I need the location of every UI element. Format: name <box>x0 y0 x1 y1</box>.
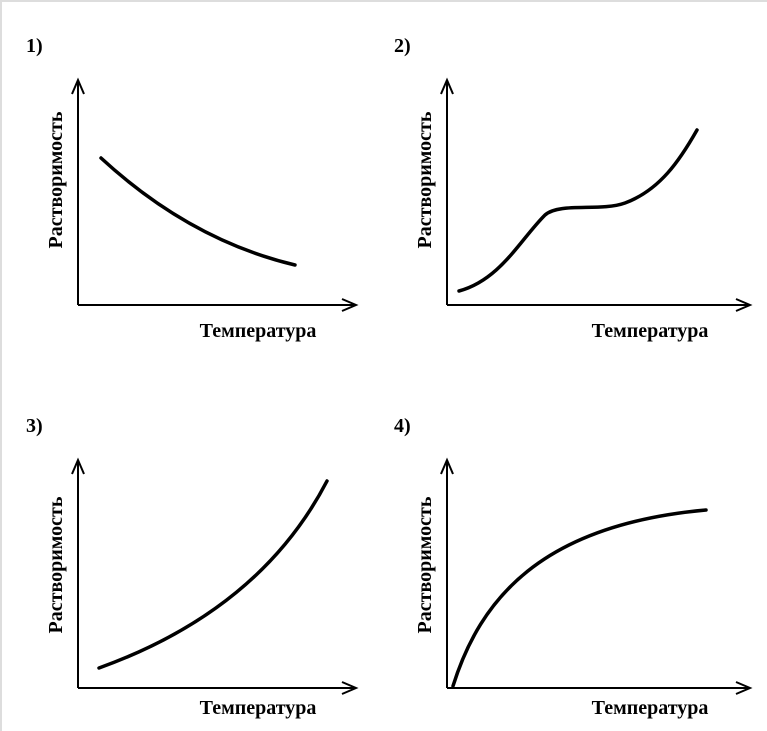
axes <box>440 457 753 695</box>
axes <box>440 77 753 312</box>
panel: 2) Растворимость Температура <box>394 35 753 342</box>
x-axis-label: Температура <box>200 697 317 719</box>
panel: 3) Растворимость Температура <box>26 415 359 719</box>
curve <box>457 128 699 293</box>
panel-label: 4) <box>394 415 411 437</box>
curve <box>99 156 297 267</box>
panel-label: 3) <box>26 415 43 437</box>
x-axis-label: Температура <box>592 697 709 719</box>
curve <box>451 508 708 688</box>
axes <box>71 457 359 695</box>
panel-label: 2) <box>394 35 411 57</box>
y-axis-label: Растворимость <box>414 111 436 248</box>
panel-label: 1) <box>26 35 43 57</box>
x-axis-label: Температура <box>200 320 317 342</box>
x-axis-label: Температура <box>592 320 709 342</box>
y-axis-label: Растворимость <box>45 496 67 633</box>
curve <box>97 479 329 670</box>
axes <box>71 77 359 312</box>
y-axis-label: Растворимость <box>45 111 67 248</box>
y-axis-label: Растворимость <box>414 496 436 633</box>
panel: 4) Растворимость Температура <box>394 415 753 719</box>
panel: 1) Растворимость Температура <box>26 35 359 342</box>
